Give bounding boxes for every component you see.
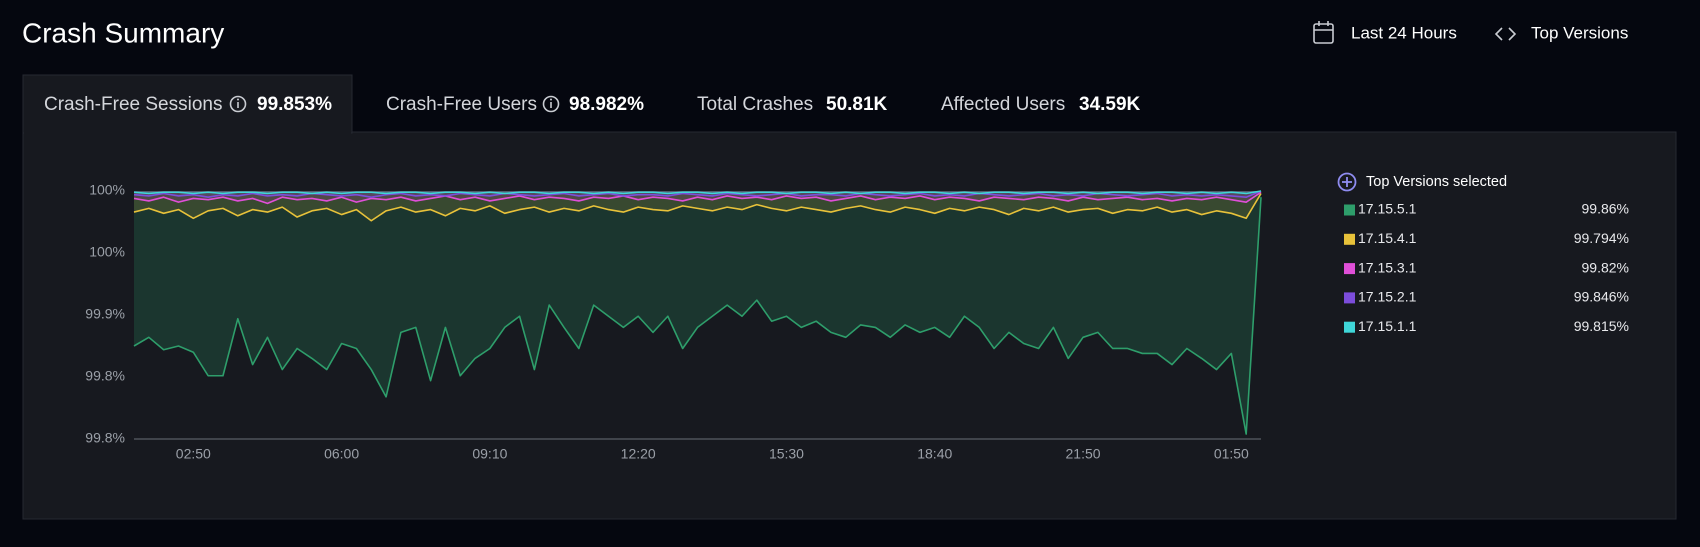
y-tick-label: 99.8%: [85, 430, 125, 446]
tab-label[interactable]: Crash-Free Sessions: [44, 94, 222, 115]
y-tick-label: 100%: [89, 244, 125, 260]
tab-value: 99.853%: [257, 94, 332, 115]
series-line: [133, 197, 1262, 435]
legend-label: 17.15.2.1: [1358, 289, 1417, 305]
legend-label: 17.15.5.1: [1358, 201, 1417, 217]
date-range-label[interactable]: Last 24 Hours: [1351, 23, 1457, 42]
date-range-button[interactable]: Last 24 Hours: [1313, 21, 1457, 44]
tab[interactable]: Total Crashes 50.81K: [697, 94, 888, 115]
y-tick-label: 99.9%: [85, 306, 125, 322]
series-line: [133, 193, 1262, 222]
tab[interactable]: Crash-Free Sessions 99.853%: [44, 94, 332, 115]
legend-label: 17.15.3.1: [1358, 259, 1417, 275]
x-tick-label: 21:50: [1066, 446, 1101, 462]
legend-header[interactable]: Top Versions selected: [1337, 172, 1508, 192]
x-tick-label: 06:00: [324, 446, 359, 462]
x-tick-label: 15:30: [769, 446, 804, 462]
series-line: [133, 190, 1262, 195]
versions-button[interactable]: Top Versions: [1494, 23, 1628, 42]
tab-label[interactable]: Total Crashes: [697, 94, 813, 115]
series-line: [133, 190, 1262, 198]
y-tick-label: 99.8%: [85, 368, 125, 384]
legend-value: 99.846%: [1574, 289, 1629, 305]
info-icon: [237, 98, 239, 101]
legend-item[interactable]: 17.15.2.1 99.846%: [1344, 289, 1629, 305]
x-tick-label: 02:50: [176, 446, 211, 462]
legend-value: 99.86%: [1582, 201, 1629, 217]
series-area: [134, 191, 1261, 221]
tab-value: 50.81K: [826, 94, 888, 115]
legend-title: Top Versions selected: [1366, 174, 1507, 190]
active-tab-joint: [24, 130, 351, 134]
chart: 99.8% 99.8% 99.9% 100% 100% 02:50 06:00 09:10 12…: [85, 182, 1629, 462]
tab-value: 98.982%: [569, 94, 644, 115]
legend-label: 17.15.1.1: [1358, 318, 1417, 334]
legend-item[interactable]: 17.15.5.1 99.86%: [1344, 201, 1629, 217]
legend-item[interactable]: 17.15.3.1 99.82%: [1344, 259, 1629, 275]
legend-value: 99.82%: [1582, 259, 1629, 275]
calendar-icon: [1313, 23, 1334, 44]
tab-label[interactable]: Crash-Free Users: [386, 94, 537, 115]
add-icon: [1337, 172, 1357, 192]
x-tick-label: 12:20: [621, 446, 656, 462]
active-tab[interactable]: [22, 74, 353, 134]
tab[interactable]: Affected Users 34.59K: [941, 94, 1141, 115]
versions-button-label[interactable]: Top Versions: [1531, 23, 1628, 42]
tab-value: 34.59K: [1079, 94, 1141, 115]
page-title: Crash Summary: [22, 17, 224, 48]
code-icon: [1508, 27, 1517, 41]
legend-value: 99.815%: [1574, 318, 1629, 334]
x-tick-label: 18:40: [917, 446, 952, 462]
series-line: [133, 191, 1262, 205]
legend-swatch: [1344, 233, 1355, 245]
legend-value: 99.794%: [1574, 230, 1629, 246]
y-tick-label: 100%: [89, 182, 125, 198]
legend-label: 17.15.4.1: [1358, 230, 1417, 246]
tab[interactable]: Crash-Free Users 98.982%: [386, 94, 644, 115]
legend-swatch: [1344, 292, 1355, 304]
info-icon: [229, 95, 247, 113]
legend-swatch: [1344, 263, 1355, 275]
series-area: [134, 191, 1261, 435]
legend-item[interactable]: 17.15.4.1 99.794%: [1344, 230, 1629, 246]
legend-swatch: [1344, 321, 1355, 333]
x-tick-label: 01:50: [1214, 446, 1249, 462]
legend-swatch: [1344, 204, 1355, 216]
info-icon: [542, 95, 560, 113]
x-tick-label: 09:10: [472, 446, 507, 462]
legend-item[interactable]: 17.15.1.1 99.815%: [1344, 318, 1629, 334]
tab-label[interactable]: Affected Users: [941, 94, 1065, 115]
info-icon: [550, 98, 552, 101]
code-icon: [1494, 27, 1503, 41]
